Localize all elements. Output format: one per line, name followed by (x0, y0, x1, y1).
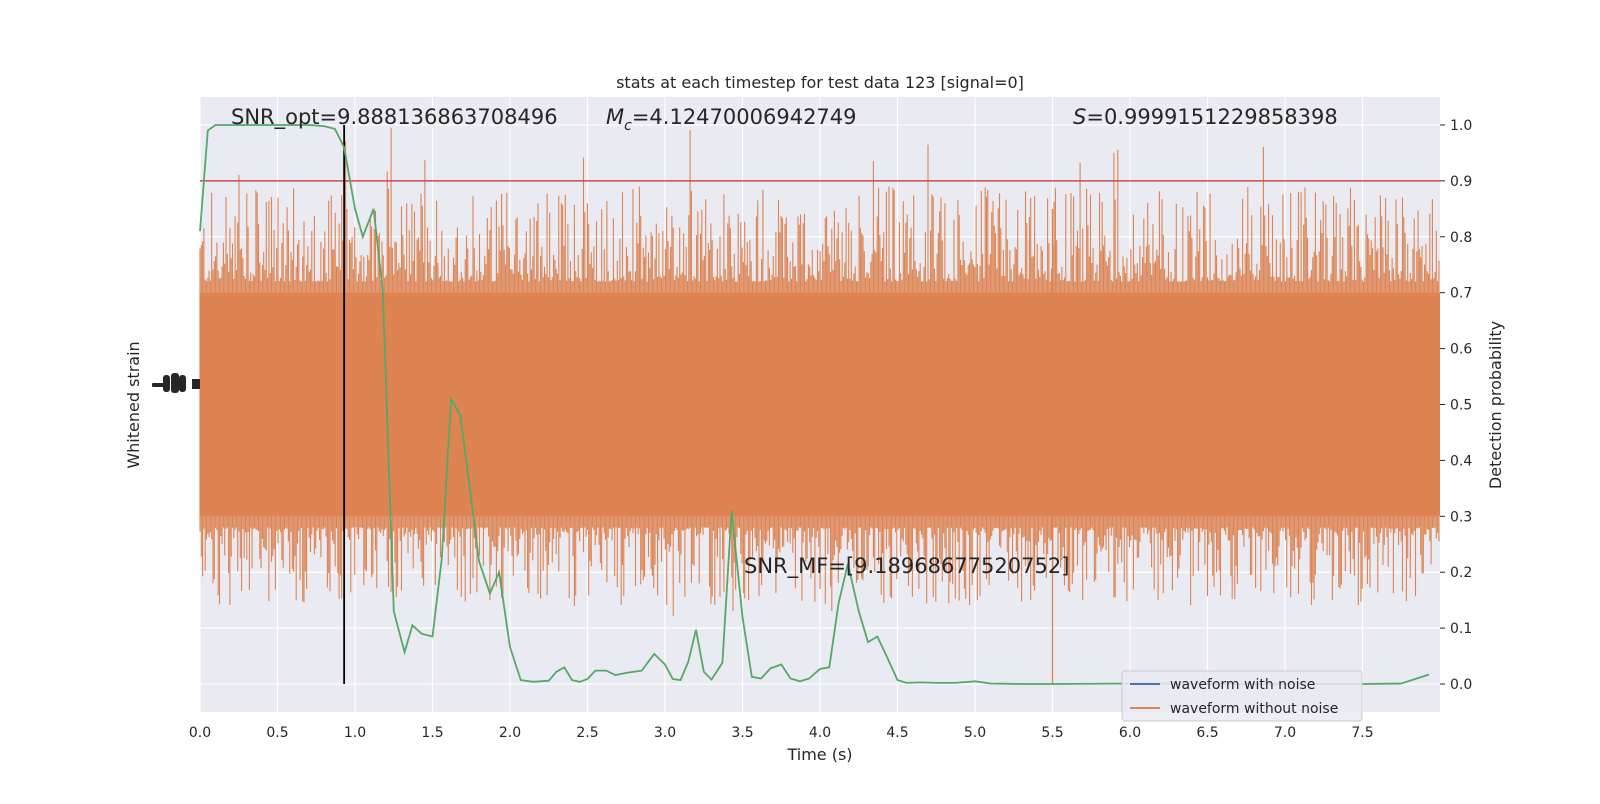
x-tick-label: 5.5 (1041, 725, 1063, 741)
chirp-mass-symbol: M (606, 105, 624, 129)
x-tick-labels: 0.0 0.5 1.0 1.5 2.0 2.5 3.0 3.5 4.0 4.5 5.0 5.5 6.0 6… (189, 725, 1374, 741)
legend-label-with-noise: waveform with noise (1170, 677, 1315, 693)
y-right-tick-labels: 0.0 0.1 0.2 0.3 0.4 0.5 0.6 0.7 0.8 0.9 1.0 (1440, 118, 1472, 693)
legend: waveform with noise waveform without noi… (1121, 670, 1363, 722)
x-tick-label: 7.5 (1351, 725, 1373, 741)
chirp-mass-value: =4.12470006942749 (632, 105, 857, 129)
x-tick-label: 1.5 (421, 725, 443, 741)
left-axis-title: Whitened strain (124, 341, 143, 468)
y-tick-label: 1.0 (1450, 118, 1472, 134)
x-tick-label: 3.5 (731, 725, 753, 741)
legend-label-without-noise: waveform without noise (1170, 701, 1338, 717)
left-axis-overlapped-ticks (152, 373, 200, 393)
x-tick-label: 0.5 (266, 725, 288, 741)
chirp-mass-subscript: c (624, 118, 632, 134)
y-tick-label: 0.8 (1450, 230, 1472, 246)
y-tick-label: 0.4 (1450, 453, 1472, 469)
y-tick-label: 0.0 (1450, 677, 1472, 693)
noise-waveform-spikes (199, 127, 1440, 617)
x-tick-label: 3.0 (654, 725, 676, 741)
y-tick-label: 0.7 (1450, 286, 1472, 302)
y-tick-label: 0.3 (1450, 509, 1472, 525)
y-tick-label: 0.5 (1450, 398, 1472, 414)
chart-title: stats at each timestep for test data 123… (616, 73, 1024, 92)
x-tick-label: 4.0 (809, 725, 831, 741)
x-tick-label: 5.0 (964, 725, 986, 741)
snr-opt-annotation: SNR_opt=9.888136863708496 (231, 105, 558, 130)
x-tick-label: 2.5 (576, 725, 598, 741)
y-tick-label: 0.2 (1450, 565, 1472, 581)
y-tick-label: 0.9 (1450, 174, 1472, 190)
x-tick-label: 2.0 (499, 725, 521, 741)
s-annotation: S=0.9999151229858398 (1073, 105, 1338, 129)
x-tick-label: 7.0 (1274, 725, 1296, 741)
s-symbol: S (1073, 105, 1086, 129)
detection-probability-line (199, 124, 1430, 685)
snr-mf-annotation: SNR_MF=[9.18968677520752] (744, 554, 1069, 579)
x-tick-label: 6.5 (1196, 725, 1218, 741)
chirp-mass-annotation: Mc=4.12470006942749 (606, 105, 857, 134)
waveform-without-noise-series (199, 127, 1440, 685)
x-tick-label: 6.0 (1119, 725, 1141, 741)
y-tick-label: 0.1 (1450, 621, 1472, 637)
y-tick-label: 0.6 (1450, 342, 1472, 358)
s-value: =0.9999151229858398 (1086, 105, 1337, 129)
x-tick-label: 0.0 (189, 725, 211, 741)
x-tick-label: 1.0 (344, 725, 366, 741)
x-tick-label: 4.5 (886, 725, 908, 741)
legend-box (1121, 670, 1363, 722)
x-axis-title: Time (s) (786, 745, 852, 764)
right-axis-title: Detection probability (1486, 321, 1505, 489)
